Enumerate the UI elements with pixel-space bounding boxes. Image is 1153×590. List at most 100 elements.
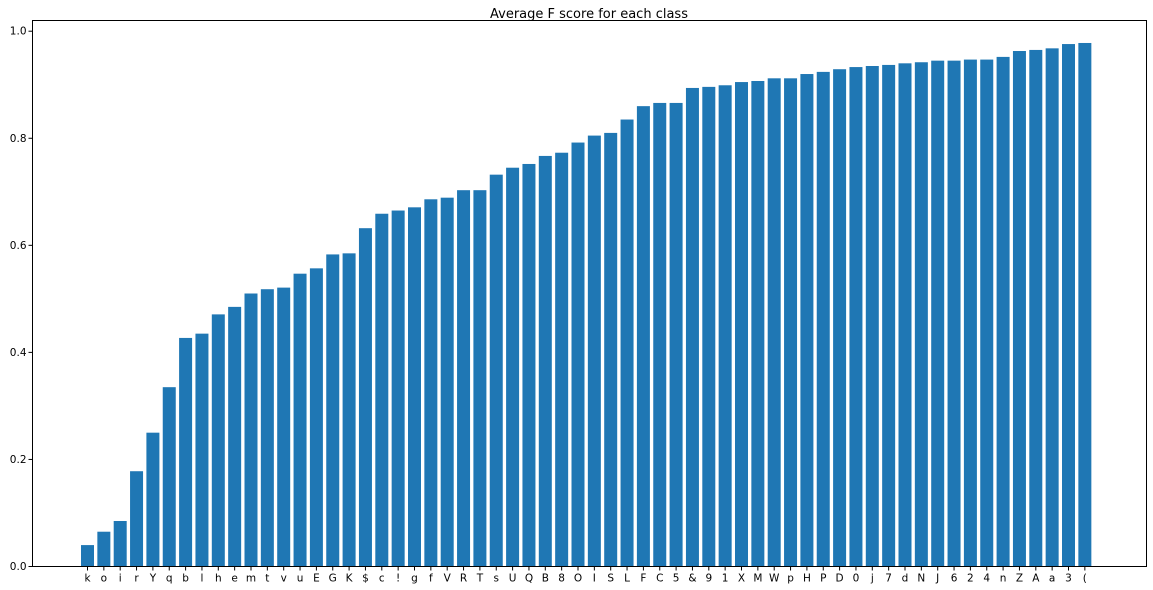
x-tick-label: 6 xyxy=(951,573,958,585)
x-tick-label: D xyxy=(836,573,844,585)
plot-frame xyxy=(32,20,1147,567)
y-tick-label: 0.4 xyxy=(10,347,27,359)
bar-40 xyxy=(735,82,748,567)
bar-54 xyxy=(963,59,977,567)
bar-30 xyxy=(571,142,585,567)
x-tick-label: J xyxy=(935,573,939,585)
x-tick-label: P xyxy=(820,573,826,585)
x-tick-label: r xyxy=(134,573,139,585)
x-tick-label: 2 xyxy=(967,573,974,585)
bar-13 xyxy=(293,273,307,567)
bar-18 xyxy=(375,213,389,567)
bar-25 xyxy=(489,174,503,567)
bar-26 xyxy=(506,167,520,567)
x-tick-label: R xyxy=(460,573,467,585)
bar-33 xyxy=(620,119,634,567)
bar-43 xyxy=(784,78,798,567)
x-tick-label: F xyxy=(640,573,646,585)
x-tick-label: A xyxy=(1032,573,1040,585)
bar-4 xyxy=(146,432,160,567)
bar-44 xyxy=(800,74,814,567)
bar-14 xyxy=(309,268,323,567)
bar-31 xyxy=(587,135,601,567)
bars-group xyxy=(81,42,1092,567)
x-tick-label: L xyxy=(624,573,630,585)
x-tick-label: o xyxy=(101,573,107,585)
y-axis-ticks: 0.0 0.2 0.4 0.6 0.8 1.0 xyxy=(10,26,33,573)
bar-9 xyxy=(228,306,242,567)
x-tick-label: O xyxy=(574,573,582,585)
chart-title: Average F score for each class xyxy=(490,7,688,22)
bar-56 xyxy=(996,56,1010,567)
x-tick-label: Y xyxy=(149,573,157,585)
x-tick-label: I xyxy=(593,573,596,585)
bar-3 xyxy=(130,471,144,567)
bar-36 xyxy=(669,102,683,567)
bar-35 xyxy=(653,102,667,567)
bar-16 xyxy=(342,253,356,567)
bar-52 xyxy=(931,60,945,567)
x-tick-label: k xyxy=(84,573,91,585)
y-tick-label: 1.0 xyxy=(10,26,27,38)
bar-48 xyxy=(865,66,879,567)
x-tick-label: g xyxy=(411,573,418,585)
x-tick-label: X xyxy=(738,573,745,585)
x-tick-label: G xyxy=(329,573,337,585)
bar-23 xyxy=(457,190,471,567)
y-tick-label: 0.2 xyxy=(10,454,27,466)
bar-53 xyxy=(947,60,961,567)
bar-59 xyxy=(1045,48,1059,567)
bar-50 xyxy=(898,63,912,567)
bar-37 xyxy=(685,87,699,567)
x-tick-label: U xyxy=(509,573,517,585)
x-tick-label: l xyxy=(200,573,203,585)
x-tick-label: 1 xyxy=(722,573,729,585)
x-tick-label: C xyxy=(656,573,663,585)
bar-7 xyxy=(195,333,209,567)
bar-55 xyxy=(980,59,994,567)
x-tick-label: Q xyxy=(525,573,533,585)
bar-19 xyxy=(391,210,405,567)
bar-39 xyxy=(718,85,732,567)
x-tick-label: d xyxy=(902,573,909,585)
x-tick-label: a xyxy=(1049,573,1055,585)
x-tick-label: ( xyxy=(1083,573,1087,585)
bar-10 xyxy=(244,293,258,567)
bar-17 xyxy=(358,228,372,567)
x-tick-label: W xyxy=(769,573,780,585)
x-tick-label: j xyxy=(870,573,874,585)
x-tick-label: s xyxy=(494,573,499,585)
x-tick-label: 7 xyxy=(885,573,892,585)
bar-21 xyxy=(424,199,438,567)
bar-38 xyxy=(702,86,716,567)
x-tick-label: $ xyxy=(362,573,369,585)
x-tick-label: q xyxy=(166,573,173,585)
bar-15 xyxy=(326,254,340,567)
x-tick-label: m xyxy=(246,573,256,585)
x-tick-label: & xyxy=(688,573,696,585)
x-tick-label: M xyxy=(753,573,762,585)
bar-0 xyxy=(81,545,94,567)
x-tick-label: p xyxy=(787,573,794,585)
bar-5 xyxy=(162,387,176,567)
x-tick-label: Z xyxy=(1016,573,1023,585)
bar-60 xyxy=(1062,44,1075,567)
x-tick-label: c xyxy=(379,573,385,585)
bar-57 xyxy=(1012,51,1026,567)
x-tick-label: v xyxy=(281,573,287,585)
bar-22 xyxy=(440,197,454,567)
bar-41 xyxy=(751,80,765,567)
x-tick-label: N xyxy=(917,573,925,585)
x-tick-label: T xyxy=(476,573,484,585)
bar-47 xyxy=(849,67,863,567)
y-tick-label: 0.6 xyxy=(10,240,27,252)
x-tick-label: t xyxy=(265,573,269,585)
x-tick-label: V xyxy=(444,573,452,585)
x-tick-label: 9 xyxy=(705,573,712,585)
x-tick-label: n xyxy=(1000,573,1007,585)
x-tick-label: 8 xyxy=(558,573,565,585)
bar-45 xyxy=(816,71,830,567)
y-tick-label: 0.8 xyxy=(10,133,27,145)
bar-28 xyxy=(538,155,552,567)
bar-24 xyxy=(473,190,487,567)
